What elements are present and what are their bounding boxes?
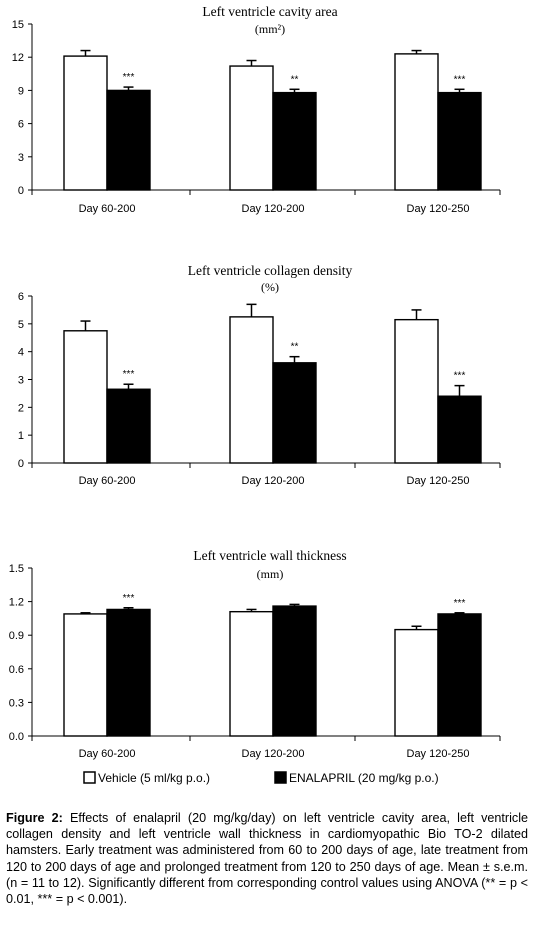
bar [272, 605, 317, 737]
category-label: Day 120-200 [242, 475, 305, 487]
legend-label: Vehicle (5 ml/kg p.o.) [98, 771, 210, 785]
category-label: Day 120-200 [242, 748, 305, 760]
significance-label: *** [454, 74, 466, 85]
significance-label: *** [123, 72, 135, 83]
category-label: Day 120-250 [407, 475, 470, 487]
bar [229, 316, 274, 464]
figure: Left ventricle cavity area(mm²)03691215*… [9, 4, 501, 785]
legend-swatch [274, 771, 287, 784]
bar [63, 330, 108, 464]
y-tick-label: 3 [18, 152, 24, 164]
bar [106, 388, 151, 464]
y-tick-label: 5 [18, 319, 24, 331]
chart-subtitle: (mm²) [255, 22, 285, 36]
bar [229, 65, 274, 191]
y-tick-label: 1.5 [9, 563, 24, 575]
y-tick-label: 12 [12, 52, 24, 64]
significance-label: *** [454, 371, 466, 382]
bar [106, 608, 151, 737]
bar [106, 89, 151, 191]
y-tick-label: 6 [18, 291, 24, 303]
category-label: Day 120-200 [242, 203, 305, 215]
bar [394, 628, 439, 737]
significance-label: ** [291, 74, 299, 85]
legend-label: ENALAPRIL (20 mg/kg p.o.) [289, 771, 439, 785]
y-tick-label: 1.2 [9, 597, 24, 609]
bar [272, 362, 317, 464]
legend: Vehicle (5 ml/kg p.o.) ENALAPRIL (20 mg/k… [83, 771, 439, 785]
y-tick-label: 9 [18, 85, 24, 97]
significance-label: *** [454, 598, 466, 609]
chart-title: Left ventricle cavity area [202, 4, 337, 19]
chart-title: Left ventricle wall thickness [193, 548, 346, 563]
caption-label: Figure 2: [6, 811, 63, 825]
chart-panel-3: Left ventricle wall thickness (mm) 0.0 0.3 0… [9, 548, 501, 760]
chart-title: Left ventricle collagen density [188, 263, 353, 278]
bar [394, 53, 439, 191]
category-label: Day 60-200 [79, 203, 136, 215]
bar [63, 55, 108, 191]
y-tick-label: 3 [18, 375, 24, 387]
bar [437, 613, 482, 737]
y-tick-label: 0.6 [9, 664, 24, 676]
category-label: Day 120-250 [407, 203, 470, 215]
bar [63, 613, 108, 737]
y-tick-label: 6 [18, 119, 24, 131]
y-tick-label: 0.3 [9, 697, 24, 709]
bar [394, 318, 439, 464]
y-tick-label: 2 [18, 402, 24, 414]
y-tick-label: 1 [18, 430, 24, 442]
chart-panel-2: Left ventricle collagen density (%) 0 1 2 3 4 5… [18, 263, 501, 487]
legend-swatch [83, 771, 96, 784]
chart-panel-1: Left ventricle cavity area (mm²) 0 3 6 9 12 15 *… [12, 4, 501, 215]
y-tick-label: 4 [18, 347, 24, 359]
category-label: Day 60-200 [79, 475, 136, 487]
figure-caption: Figure 2: Effects of enalapril (20 mg/kg… [6, 810, 528, 907]
y-tick-label: 0 [18, 185, 24, 197]
bar [437, 395, 482, 464]
category-label: Day 120-250 [407, 748, 470, 760]
chart-subtitle: (%) [261, 280, 279, 294]
y-tick-label: 0 [18, 458, 24, 470]
y-tick-label: 0.9 [9, 630, 24, 642]
chart-subtitle: (mm) [257, 567, 284, 581]
category-label: Day 60-200 [79, 748, 136, 760]
y-tick-label: 0.0 [9, 731, 24, 743]
y-tick-label: 15 [12, 19, 24, 31]
bar [229, 610, 274, 737]
bar [437, 91, 482, 191]
significance-label: *** [123, 369, 135, 380]
significance-label: *** [123, 593, 135, 604]
significance-label: ** [291, 342, 299, 353]
caption-text: Effects of enalapril (20 mg/kg/day) on l… [6, 811, 529, 907]
bar [272, 91, 317, 191]
